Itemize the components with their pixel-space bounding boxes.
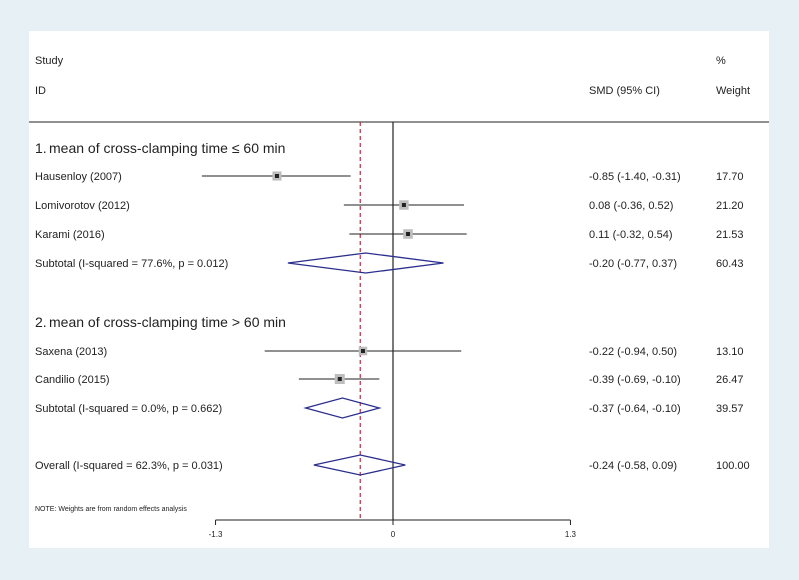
overall-diamond (313, 454, 406, 476)
study-ci: -0.22 (-0.94, 0.50) (589, 346, 677, 358)
study-weight: 13.10 (716, 346, 744, 358)
subgroup-number: 2. (35, 314, 47, 330)
x-tick-label: 1.3 (565, 530, 577, 539)
x-tick-label: 0 (391, 530, 396, 539)
study-ci: 0.11 (-0.32, 0.54) (589, 229, 673, 241)
header-percent: % (716, 55, 726, 67)
study-point (406, 232, 411, 236)
subgroup-title: mean of cross-clamping time ≤ 60 min (49, 140, 285, 156)
plot-panel (29, 31, 769, 548)
subgroup-number: 1. (35, 140, 47, 156)
subtotal-weight: 60.43 (716, 258, 744, 270)
study-point (360, 349, 365, 353)
header-ci: SMD (95% CI) (589, 85, 660, 97)
subtotal-weight: 39.57 (716, 403, 744, 415)
study-ci: -0.39 (-0.69, -0.10) (589, 374, 681, 386)
subtotal-label: Subtotal (I-squared = 77.6%, p = 0.012) (35, 258, 228, 270)
subtotal-ci: -0.20 (-0.77, 0.37) (589, 258, 677, 270)
study-ci: 0.08 (-0.36, 0.52) (589, 200, 673, 212)
subtotal-label: Subtotal (I-squared = 0.0%, p = 0.662) (35, 403, 222, 415)
study-ci: -0.85 (-1.40, -0.31) (589, 171, 681, 183)
subtotal-diamond (303, 397, 382, 419)
x-tick-label: -1.3 (209, 530, 223, 539)
overall-label: Overall (I-squared = 62.3%, p = 0.031) (35, 460, 223, 472)
study-label: Lomivorotov (2012) (35, 200, 130, 212)
header-weight: Weight (716, 85, 750, 97)
subtotal-diamond (287, 252, 444, 274)
study-weight: 26.47 (716, 374, 744, 386)
study-label: Karami (2016) (35, 229, 105, 241)
subtotal-ci: -0.37 (-0.64, -0.10) (589, 403, 681, 415)
overall-ci: -0.24 (-0.58, 0.09) (589, 460, 677, 472)
study-label: Saxena (2013) (35, 346, 107, 358)
overall-weight: 100.00 (716, 460, 750, 472)
study-label: Hausenloy (2007) (35, 171, 122, 183)
header-study: Study (35, 55, 64, 67)
study-point (274, 174, 279, 178)
study-point (401, 203, 406, 207)
study-label: Candilio (2015) (35, 374, 110, 386)
weights-note: NOTE: Weights are from random effects an… (35, 506, 187, 513)
study-weight: 17.70 (716, 171, 744, 183)
subgroup-title: mean of cross-clamping time > 60 min (49, 314, 286, 330)
study-point (337, 377, 342, 381)
study-weight: 21.20 (716, 200, 744, 212)
header-id: ID (35, 85, 46, 97)
study-weight: 21.53 (716, 229, 744, 241)
